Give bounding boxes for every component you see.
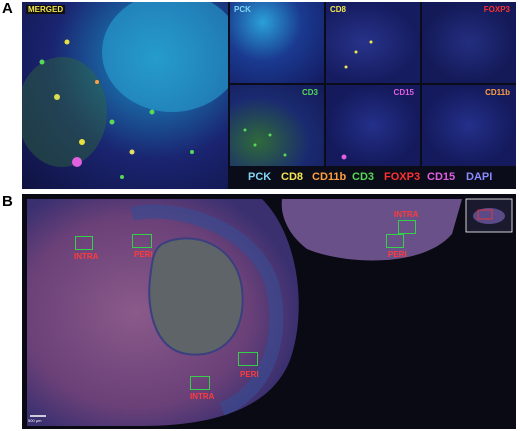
legend-cd3: CD3	[352, 171, 375, 183]
legend-foxp3: FOXP3	[384, 171, 421, 183]
panel-a-letter: A	[2, 0, 13, 17]
region-label: PERI	[388, 250, 407, 259]
roi-box	[190, 376, 210, 390]
roi-box	[132, 234, 152, 248]
panel-b-letter: B	[2, 193, 13, 210]
tile-pck-label: PCK	[234, 5, 251, 14]
legend-cd8: CD8	[281, 171, 304, 183]
legend-pck: PCK	[248, 171, 272, 183]
panel-a-image: MERGED PCK CD8 FOXP3 CD3 CD15 CD11b PCK …	[22, 2, 516, 189]
tile-cd15: CD15	[326, 85, 420, 166]
region-label: PERI	[240, 370, 259, 379]
legend-cd11b: CD11b	[312, 171, 347, 183]
region-label: INTRA	[74, 252, 99, 261]
legend-dapi: DAPI	[466, 171, 493, 183]
merged-cells	[22, 2, 228, 179]
region-label: INTRA	[190, 392, 215, 401]
roi-box	[386, 234, 404, 248]
roi-box	[398, 220, 416, 234]
tile-foxp3-label: FOXP3	[483, 5, 510, 14]
tile-cd11b-label: CD11b	[485, 88, 510, 97]
tile-cd8-label: CD8	[330, 5, 347, 14]
region-label: PERI	[134, 250, 153, 259]
tile-cd11b: CD11b	[422, 85, 516, 166]
tile-pck: PCK	[230, 2, 324, 83]
scale-bar-label: 500 μm	[28, 418, 42, 423]
tissue-section	[27, 198, 513, 426]
roi-box	[75, 236, 93, 250]
tile-cd15-label: CD15	[393, 88, 414, 97]
region-label: INTRA	[394, 210, 419, 219]
panel-b-image: INTRA PERI INTRA PERI PERI INTRA 500 μm	[22, 194, 516, 429]
merged-label: MERGED	[26, 5, 66, 14]
tile-cd3-label: CD3	[301, 88, 318, 97]
tile-foxp3: FOXP3	[422, 2, 516, 83]
merged-image: MERGED	[22, 2, 228, 189]
tile-cd8: CD8	[326, 2, 420, 83]
legend-cd15: CD15	[427, 171, 456, 183]
roi-box	[238, 352, 258, 366]
tile-cd3: CD3	[230, 85, 324, 166]
